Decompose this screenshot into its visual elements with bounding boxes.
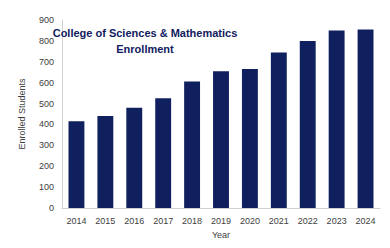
svg-text:400: 400 [39, 119, 54, 129]
svg-text:Enrollment: Enrollment [116, 43, 174, 55]
svg-text:900: 900 [39, 15, 54, 25]
svg-text:600: 600 [39, 78, 54, 88]
svg-text:2018: 2018 [182, 216, 202, 226]
svg-text:2020: 2020 [240, 216, 260, 226]
svg-text:2016: 2016 [124, 216, 144, 226]
svg-text:College of Sciences & Mathemat: College of Sciences & Mathematics [53, 27, 238, 39]
svg-text:300: 300 [39, 140, 54, 150]
svg-text:2022: 2022 [298, 216, 318, 226]
svg-text:2019: 2019 [211, 216, 231, 226]
svg-text:2017: 2017 [153, 216, 173, 226]
svg-text:Enrolled Students: Enrolled Students [17, 78, 27, 150]
svg-text:2024: 2024 [356, 216, 376, 226]
svg-text:2014: 2014 [66, 216, 86, 226]
svg-text:2023: 2023 [327, 216, 347, 226]
svg-text:2015: 2015 [95, 216, 115, 226]
svg-text:700: 700 [39, 57, 54, 67]
svg-text:2021: 2021 [269, 216, 289, 226]
svg-text:100: 100 [39, 182, 54, 192]
svg-text:0: 0 [49, 203, 54, 213]
svg-text:800: 800 [39, 35, 54, 46]
svg-text:200: 200 [39, 161, 54, 171]
svg-text:500: 500 [39, 99, 54, 109]
svg-text:Year: Year [212, 230, 230, 240]
